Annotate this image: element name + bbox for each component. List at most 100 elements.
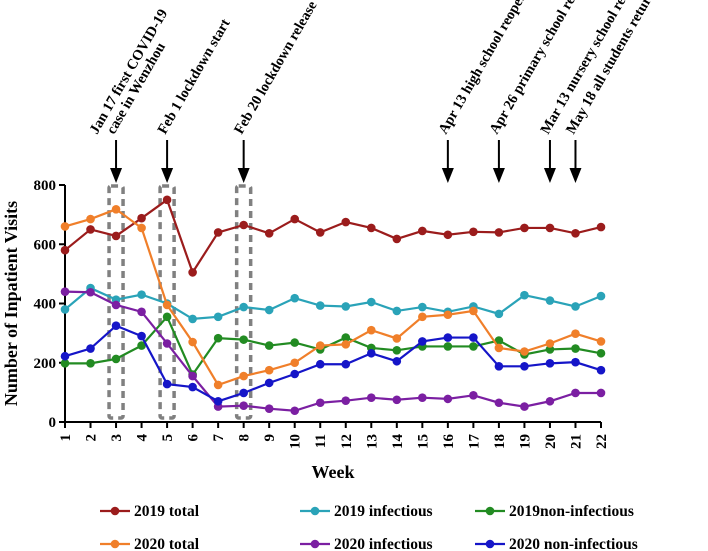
legend-label: 2020 total — [134, 536, 200, 551]
data-point — [137, 213, 146, 223]
data-point — [315, 398, 325, 408]
legend-label: 2020 infectious — [334, 536, 433, 551]
data-point — [571, 302, 580, 311]
legend-item: 2020 infectious — [300, 536, 433, 551]
legend-item: 2020 total — [100, 536, 200, 551]
legend-label: 2019 infectious — [334, 503, 433, 520]
series-line — [64, 290, 601, 412]
data-point — [290, 293, 300, 303]
series-line — [65, 314, 602, 377]
annotation-week-8: Feb 20 lockdown release — [231, 0, 321, 183]
data-point — [290, 358, 300, 368]
data-point — [418, 312, 427, 322]
data-point — [545, 359, 555, 368]
data-point — [596, 222, 606, 232]
data-point — [86, 214, 95, 224]
annotation-week-5: Feb 1 lockdown start — [155, 16, 234, 183]
data-point — [596, 291, 606, 301]
data-point — [162, 379, 172, 389]
annotation-arrow-head — [441, 168, 454, 183]
data-point — [86, 359, 95, 368]
legend-item: 2019 total — [100, 503, 200, 520]
data-point — [162, 339, 172, 348]
data-point — [494, 336, 504, 345]
x-tick-label: 14 — [390, 434, 406, 450]
y-axis-title: Number of Inpatient Visits — [1, 201, 21, 406]
data-point — [315, 359, 325, 369]
x-tick-label: 13 — [364, 434, 380, 449]
data-point — [213, 312, 223, 322]
legend: 2019 total 2019 infectious 2019non-infecti… — [100, 503, 638, 551]
y-tick-label: 0 — [49, 415, 57, 431]
data-point — [264, 365, 274, 375]
data-point — [239, 302, 248, 312]
data-point — [545, 296, 555, 305]
data-point — [469, 306, 478, 316]
data-point — [264, 305, 274, 315]
data-point — [290, 369, 300, 379]
data-point — [366, 348, 376, 358]
annotation-text: Jan 17 first COVID-19 — [87, 7, 172, 137]
x-tick-label: 12 — [339, 434, 355, 449]
data-point — [596, 388, 606, 398]
legend-swatch-marker — [310, 506, 320, 516]
data-point — [494, 362, 504, 371]
highlight-box-week-5 — [158, 184, 176, 420]
data-point — [469, 342, 478, 351]
data-point — [111, 204, 121, 214]
data-point — [494, 398, 504, 408]
data-point — [188, 382, 197, 392]
highlight-box-week-3 — [107, 184, 125, 420]
x-tick-label: 3 — [109, 434, 125, 442]
annotation-arrow-head — [237, 168, 250, 183]
data-point — [341, 217, 351, 227]
x-tick-label: 18 — [492, 434, 508, 449]
data-point — [162, 300, 172, 310]
data-point — [188, 337, 197, 347]
data-point — [443, 333, 453, 342]
x-tick-label: 22 — [594, 434, 610, 449]
data-point — [111, 321, 121, 331]
x-tick-label: 20 — [543, 434, 559, 449]
series-line — [64, 286, 602, 321]
data-point — [571, 357, 580, 367]
data-point — [392, 234, 402, 244]
annotation-arrow-head — [161, 168, 174, 183]
data-point — [545, 339, 555, 348]
data-point — [341, 333, 351, 342]
data-point — [443, 394, 453, 404]
data-point — [137, 341, 146, 350]
data-point — [596, 337, 606, 346]
highlight-boxes — [107, 184, 253, 420]
data-point — [596, 348, 606, 358]
data-point — [469, 391, 478, 400]
series-2020-total — [60, 204, 606, 390]
data-point — [111, 354, 121, 364]
y-tick-label: 800 — [34, 178, 57, 194]
series-2019-infectious — [60, 283, 606, 324]
annotation-arrow-head — [569, 168, 582, 183]
data-point — [545, 223, 555, 233]
series-2019-total — [60, 195, 606, 277]
x-tick-label: 21 — [568, 434, 584, 449]
x-tick-label: 19 — [517, 434, 533, 449]
data-point — [545, 396, 555, 406]
data-point — [137, 331, 146, 341]
data-point — [392, 356, 402, 366]
data-point — [264, 378, 274, 388]
data-point — [239, 371, 248, 381]
series-line — [64, 324, 602, 403]
legend-swatch-marker — [110, 506, 120, 516]
data-point — [315, 341, 325, 350]
x-tick-label: 10 — [288, 434, 304, 449]
data-point — [213, 380, 223, 390]
legend-swatch-marker — [485, 506, 495, 516]
data-point — [188, 314, 197, 324]
data-point — [137, 307, 146, 317]
x-tick-label: 8 — [237, 434, 253, 442]
legend-label: 2020 non-infectious — [509, 536, 638, 551]
series-layer — [60, 195, 606, 416]
